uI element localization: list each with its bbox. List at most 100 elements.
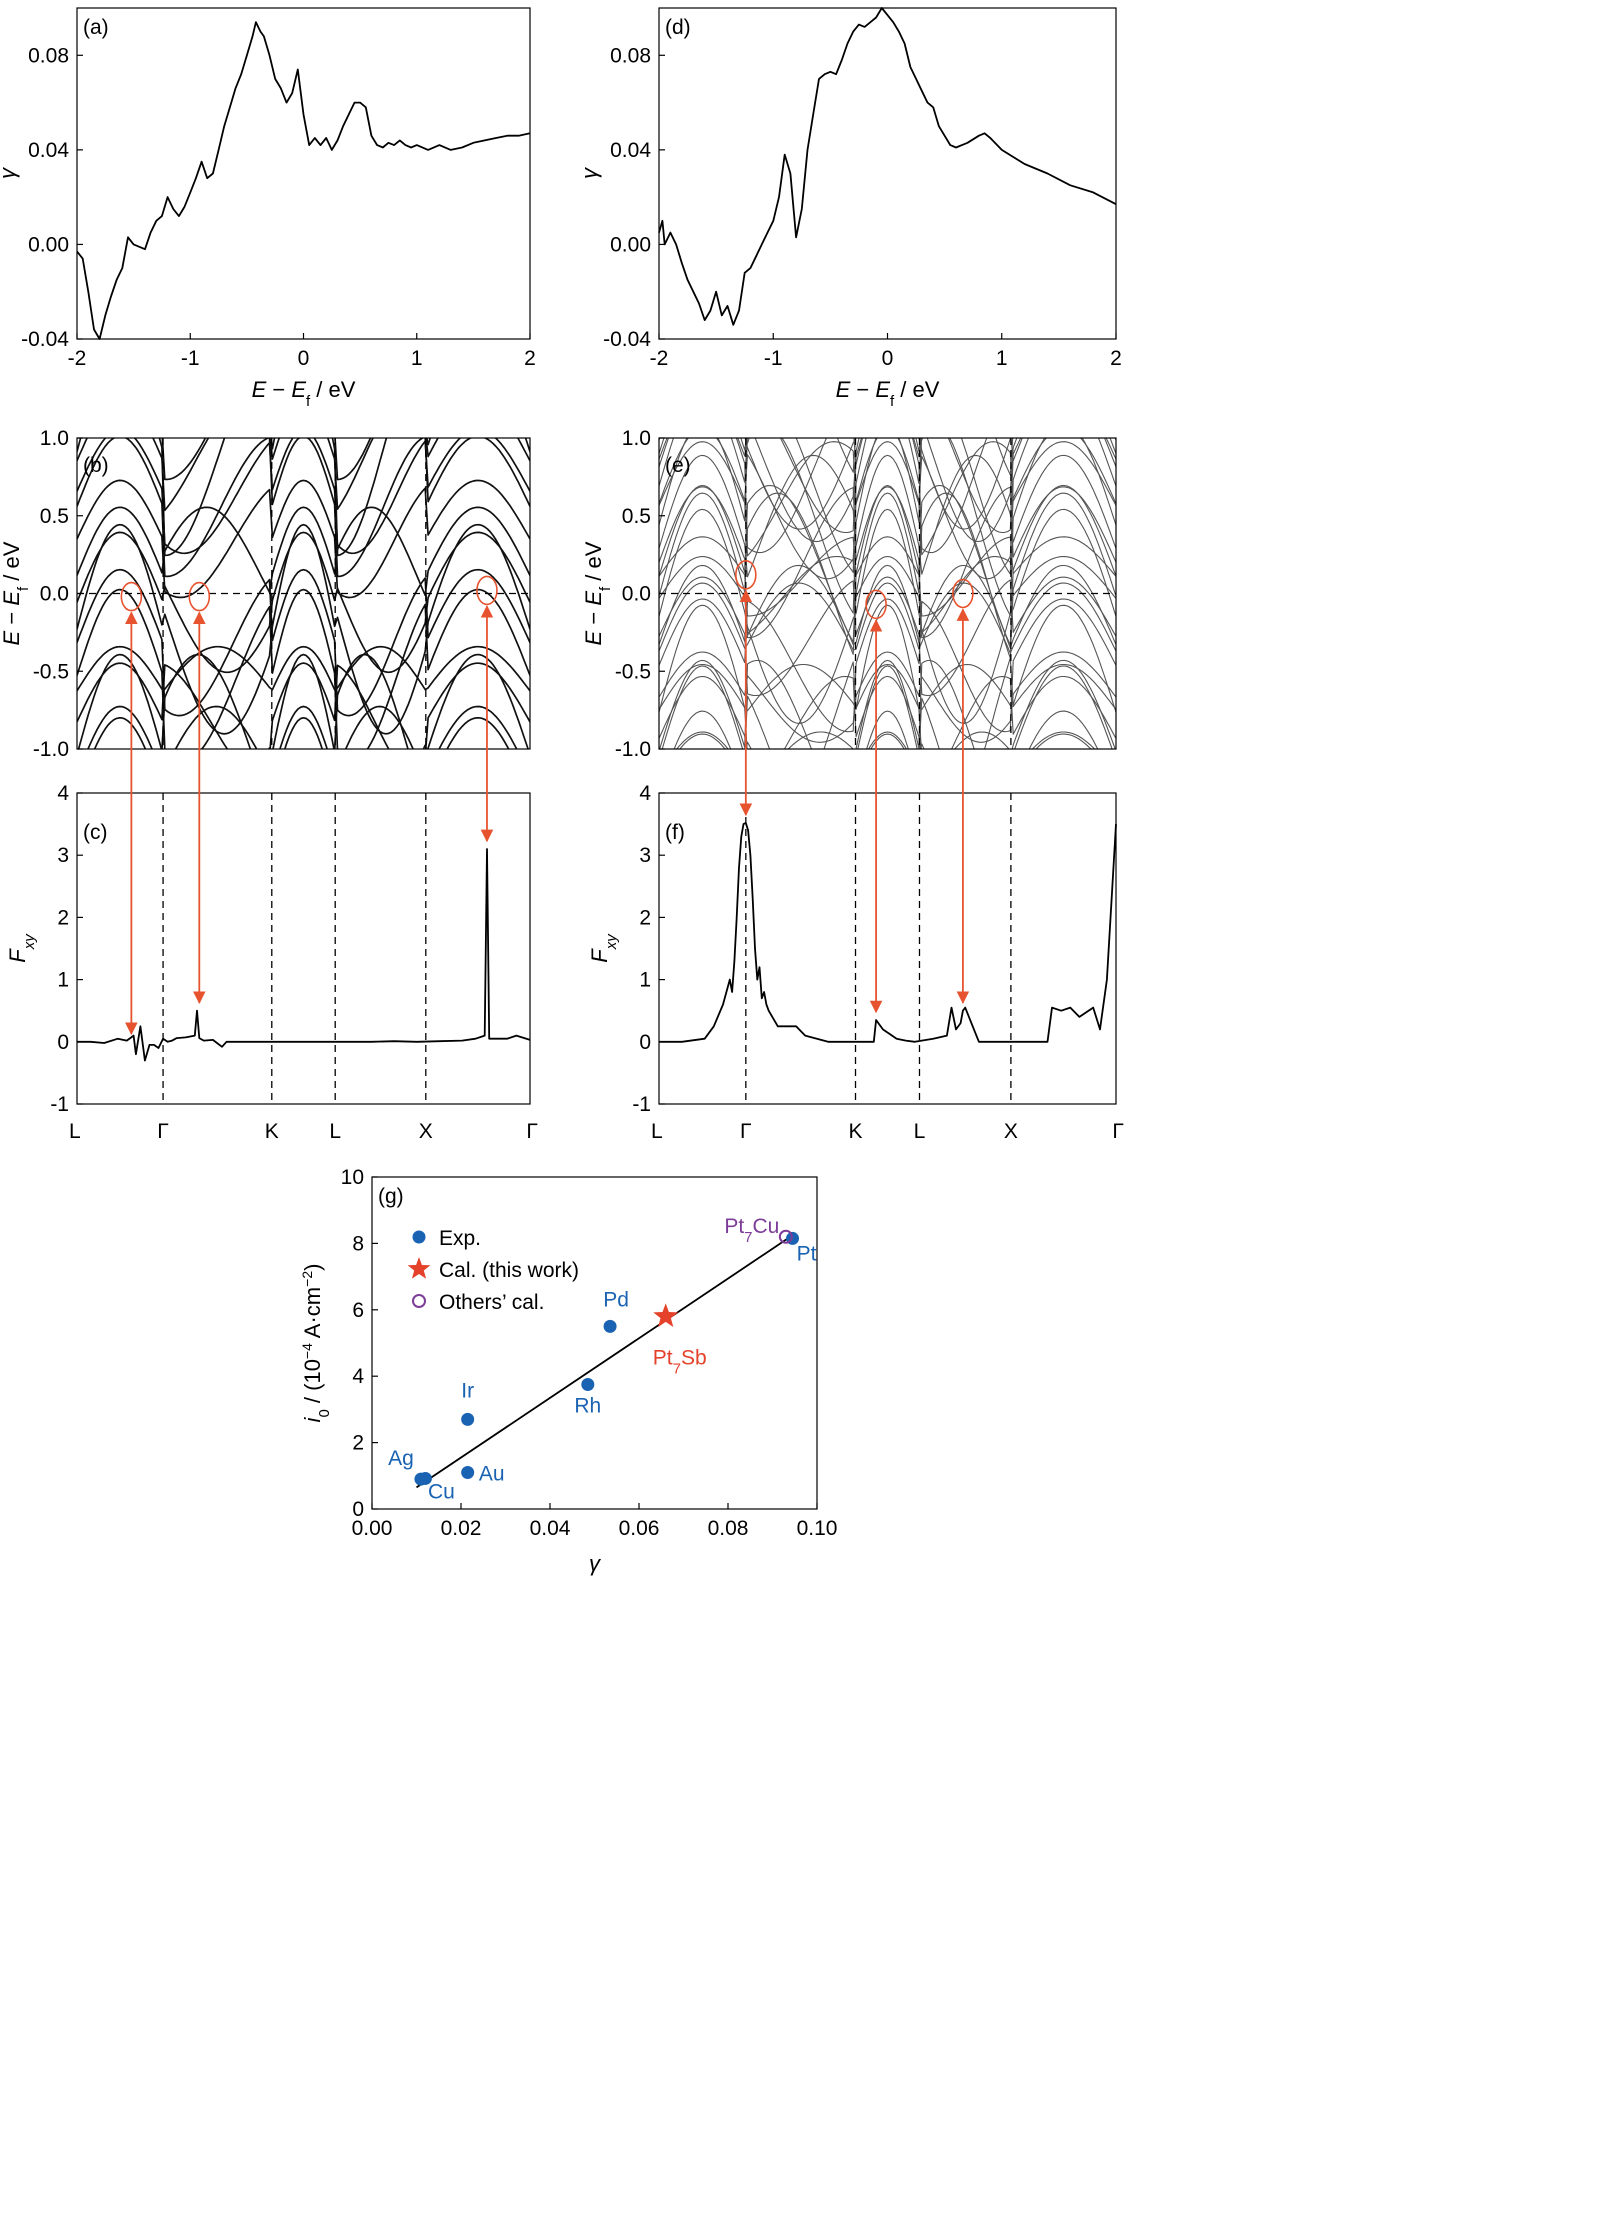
band-line <box>659 438 1116 580</box>
x-tick-label: 0.00 <box>352 1517 393 1540</box>
band-line <box>77 653 529 749</box>
x-tick-label: 0.04 <box>530 1517 571 1540</box>
panel-d: -0.04 0.00 0.04 0.08 -2 -1 0 1 2 (d) γ E − Ef / eV <box>577 7 1122 410</box>
x-tick-label: -1 <box>181 347 200 370</box>
point-label: Au <box>479 1462 505 1485</box>
y-tick-label: 0.0 <box>622 583 651 606</box>
band-line <box>659 454 1116 578</box>
fit-line <box>415 1236 791 1489</box>
others-point <box>778 1229 793 1244</box>
x-axis-label: E − Ef / eV <box>836 377 940 410</box>
plot-frame <box>76 792 531 1105</box>
y-tick-label: 10 <box>341 1166 364 1189</box>
band-line <box>93 716 510 749</box>
band-line <box>659 555 1116 634</box>
y-axis-label: i0 / (10−4 A·cm−2) <box>299 1264 333 1423</box>
x-tick-label: 0 <box>882 347 894 370</box>
k-point-label: L <box>69 1120 81 1143</box>
band-line <box>659 651 1116 743</box>
y-tick-label: 8 <box>352 1232 364 1255</box>
panel-f: L Γ K L X Γ -1 0 1 2 3 4 (f) Fxy <box>587 782 1124 1143</box>
band-line <box>659 663 1116 712</box>
band-line <box>659 486 1116 639</box>
y-tick-label: 2 <box>639 906 651 929</box>
band-line <box>676 731 1096 749</box>
y-tick-label: -1.0 <box>615 738 651 761</box>
k-point-label: K <box>265 1120 279 1143</box>
highlight-circle <box>865 589 887 620</box>
y-tick-label: 0.04 <box>610 139 651 162</box>
k-point-label: Γ <box>157 1120 169 1143</box>
band-line <box>659 484 1116 646</box>
band-line <box>659 659 1116 749</box>
panel-label: (e) <box>665 454 691 477</box>
band-line <box>77 506 530 597</box>
band-line <box>661 665 1113 749</box>
x-tick-label: 1 <box>411 347 423 370</box>
k-point-label: X <box>1004 1120 1018 1143</box>
y-tick-label: 2 <box>352 1432 364 1455</box>
band-line <box>77 531 530 674</box>
cal-point <box>653 1303 679 1327</box>
y-axis-label: γ <box>577 166 602 179</box>
x-tick-label: 0.08 <box>708 1517 749 1540</box>
x-tick-label: 1 <box>996 347 1008 370</box>
x-tick-label: 0.10 <box>797 1517 838 1540</box>
k-point-label: L <box>329 1120 341 1143</box>
legend-exp-marker <box>412 1230 426 1244</box>
y-axis-label: E − Ef / eV <box>581 541 614 645</box>
k-point-label: L <box>914 1120 926 1143</box>
panel-label: (d) <box>665 16 691 39</box>
plot-frame <box>371 1176 818 1510</box>
band-line <box>659 582 1116 654</box>
y-tick-label: -1 <box>632 1093 651 1116</box>
y-tick-label: 4 <box>352 1365 364 1388</box>
y-tick-label: 3 <box>57 844 69 867</box>
exp-point <box>603 1319 617 1333</box>
band-line <box>659 576 1116 697</box>
y-tick-label: -1 <box>50 1093 69 1116</box>
k-point-label: K <box>849 1120 863 1143</box>
highlight-circle <box>120 581 143 612</box>
highlight-circle <box>735 560 757 590</box>
plot-frame <box>658 792 1117 1105</box>
x-axis-label: γ <box>589 1551 602 1576</box>
band-line <box>77 645 530 692</box>
y-tick-label: 1 <box>639 969 651 992</box>
x-tick-label: 0.02 <box>441 1517 482 1540</box>
bands-group <box>77 438 530 749</box>
legend-entry: Others’ cal. <box>439 1291 544 1314</box>
x-tick-label: 0 <box>298 347 310 370</box>
bands-group <box>659 438 1116 749</box>
y-tick-label: 0.5 <box>622 505 651 528</box>
panel-label: (f) <box>665 821 685 844</box>
band-line <box>659 492 1116 659</box>
point-label: Pt <box>797 1242 817 1265</box>
y-tick-label: -0.04 <box>603 328 651 351</box>
y-tick-label: 0.08 <box>610 44 651 67</box>
band-line <box>77 662 530 749</box>
k-point-label: Γ <box>740 1120 752 1143</box>
exp-point <box>418 1471 432 1485</box>
x-tick-label: -2 <box>68 347 87 370</box>
y-tick-label: 6 <box>352 1299 364 1322</box>
legend-entry: Cal. (this work) <box>439 1259 579 1282</box>
point-label: Pt7Cu <box>724 1215 779 1246</box>
legend-others-marker <box>412 1294 426 1308</box>
band-line <box>77 523 530 735</box>
panel-b: -1.0 -0.5 0.0 0.5 1.0 (b) E − Ef / eV <box>0 427 531 761</box>
x-tick-label: 2 <box>1110 347 1122 370</box>
y-tick-label: 3 <box>639 844 651 867</box>
x-axis-label: E − Ef / eV <box>252 377 356 410</box>
panel-label: (a) <box>83 16 109 39</box>
panel-a: -0.04 0.00 0.04 0.08 -2 -1 0 1 2 (a) γ E − Ef / eV <box>0 7 536 410</box>
k-point-label: Γ <box>1112 1120 1124 1143</box>
y-tick-label: -0.5 <box>615 660 651 683</box>
exp-point <box>581 1378 595 1391</box>
panel-e: -1.0 -0.5 0.0 0.5 1.0 (e) E − Ef / eV <box>581 427 1117 761</box>
y-tick-label: 0 <box>639 1031 651 1054</box>
y-tick-label: 2 <box>57 906 69 929</box>
point-label: Rh <box>574 1395 601 1418</box>
y-tick-label: -1.0 <box>33 738 69 761</box>
